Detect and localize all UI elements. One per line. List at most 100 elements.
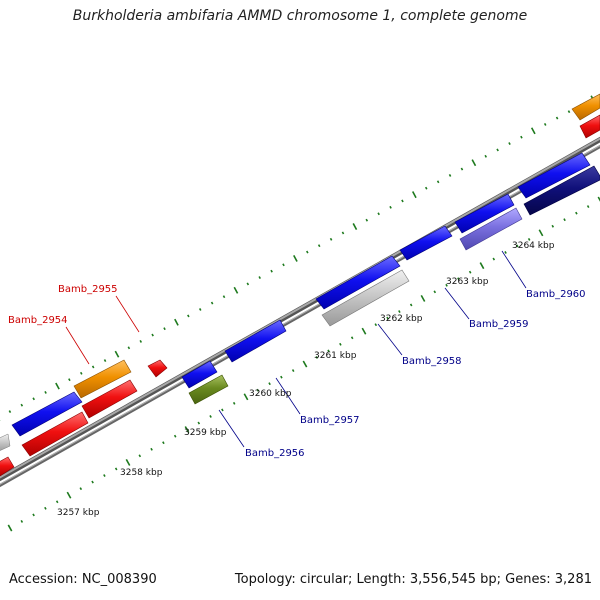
outer-tick (246, 282, 250, 286)
inner-tick (551, 224, 555, 228)
reverse-genes (0, 165, 600, 477)
inner-tick (20, 520, 24, 523)
inner-tick (7, 524, 13, 532)
gene-blue-right[interactable] (517, 152, 591, 199)
outer-tick (436, 180, 440, 184)
gene-labels: Bamb_2954 Bamb_2955 Bamb_2956 Bamb_2957 … (8, 284, 586, 459)
inner-tick (386, 316, 389, 320)
kbp-label-3262: 3262 kbp (380, 314, 423, 324)
kbp-label-3261: 3261 kbp (314, 351, 357, 361)
inner-tick (197, 421, 201, 425)
outer-tick (496, 148, 499, 152)
gene-bamb-2960[interactable] (523, 165, 600, 216)
gene-bamb-2959[interactable] (459, 207, 523, 251)
outer-tick (258, 276, 261, 280)
inner-tick (302, 360, 308, 368)
kbp-label-3264: 3264 kbp (512, 241, 555, 251)
gene-red-far-right[interactable] (579, 114, 600, 139)
inner-tick (563, 218, 566, 222)
inner-tick (256, 388, 260, 392)
outer-tick (530, 127, 536, 135)
inner-tick (103, 474, 106, 477)
outer-tick (68, 378, 71, 382)
outer-tick (91, 365, 95, 369)
inner-tick (55, 500, 59, 504)
gene-blue-3264[interactable] (454, 193, 515, 234)
gene-label-bamb-2960[interactable]: Bamb_2960 (526, 289, 586, 300)
kbp-label-3258: 3258 kbp (120, 468, 163, 478)
gene-bamb-2954[interactable] (21, 411, 89, 457)
inner-tick (243, 393, 249, 401)
outer-tick (377, 212, 380, 216)
gene-blue-3261[interactable] (224, 319, 287, 363)
gene-blue-3262[interactable] (315, 255, 401, 310)
gene-label-bamb-2956[interactable]: Bamb_2956 (245, 448, 305, 459)
outer-tick (401, 199, 404, 203)
inner-tick (479, 262, 485, 270)
inner-tick (91, 480, 94, 484)
inner-tick (173, 434, 177, 438)
inner-tick-row (7, 196, 600, 532)
inner-tick (138, 454, 142, 458)
outer-tick (471, 159, 477, 167)
inner-tick (527, 237, 531, 241)
inner-tick (232, 401, 236, 405)
gene-red-mid[interactable] (81, 379, 138, 419)
inner-tick (445, 283, 448, 287)
gene-label-bamb-2954[interactable]: Bamb_2954 (8, 315, 68, 326)
inner-tick (79, 487, 83, 491)
inner-tick (221, 408, 224, 412)
outer-tick (520, 135, 523, 139)
outer-tick (411, 191, 417, 199)
gene-label-bamb-2958[interactable]: Bamb_2958 (402, 356, 462, 367)
outer-tick (424, 186, 428, 190)
outer-tick (114, 350, 120, 358)
map-title: Burkholderia ambifaria AMMD chromosome 1… (72, 8, 528, 24)
gene-label-bamb-2959[interactable]: Bamb_2959 (469, 319, 529, 330)
accession-label: Accession: NC_008390 (9, 572, 157, 587)
outer-tick (32, 397, 35, 401)
outer-tick (365, 218, 369, 222)
inner-tick (280, 375, 283, 379)
kbp-labels: 3257 kbp 3258 kbp 3259 kbp 3260 kbp 3261… (57, 241, 555, 518)
inner-tick (504, 251, 507, 254)
inner-tick (114, 467, 118, 471)
outer-tick (79, 371, 83, 375)
outer-tick (567, 110, 571, 114)
kbp-label-3257: 3257 kbp (57, 508, 100, 518)
inner-tick (398, 310, 401, 313)
outer-tick (282, 263, 285, 267)
gene-blue-3263[interactable] (399, 225, 453, 261)
inner-tick (420, 294, 426, 302)
kbp-label-3259: 3259 kbp (184, 428, 227, 438)
inner-tick (374, 323, 378, 327)
gene-bamb-2955[interactable] (73, 359, 132, 399)
gene-red-bottom-left[interactable] (0, 456, 15, 477)
gene-label-bamb-2955[interactable]: Bamb_2955 (58, 284, 118, 295)
outer-tick (187, 314, 190, 318)
inner-tick (268, 382, 271, 386)
outer-tick (306, 250, 309, 254)
inner-tick (66, 491, 72, 499)
outer-tick (352, 223, 358, 230)
label-leaders (65, 250, 527, 448)
inner-tick (315, 356, 319, 359)
outer-tick (139, 339, 143, 343)
inner-tick (468, 270, 472, 274)
outer-tick (543, 122, 547, 126)
gene-bamb-2958[interactable] (321, 269, 410, 327)
outer-tick (55, 382, 60, 390)
gene-orange-far-right[interactable] (571, 93, 600, 121)
forward-genes (0, 93, 600, 452)
gene-forward-blue-left[interactable] (11, 391, 83, 437)
gene-bamb-2956[interactable] (188, 374, 229, 405)
inner-tick (538, 229, 544, 237)
gene-forward-far-left-gray[interactable] (0, 433, 11, 452)
inner-tick (350, 336, 354, 340)
outer-tick (329, 237, 333, 241)
inner-tick (184, 426, 190, 434)
gene-blue-3260[interactable] (181, 360, 218, 389)
gene-label-bamb-2957[interactable]: Bamb_2957 (300, 415, 360, 426)
gene-small-red[interactable] (147, 359, 168, 378)
